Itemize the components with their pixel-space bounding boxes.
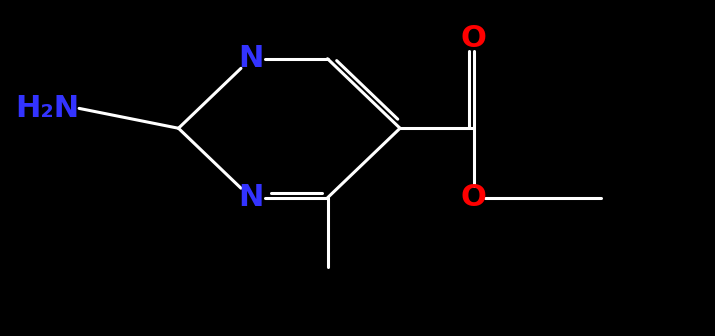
Text: H₂N: H₂N xyxy=(15,94,79,123)
Text: N: N xyxy=(238,183,264,212)
Text: N: N xyxy=(238,44,264,73)
Text: O: O xyxy=(460,183,486,212)
Text: O: O xyxy=(460,24,486,53)
